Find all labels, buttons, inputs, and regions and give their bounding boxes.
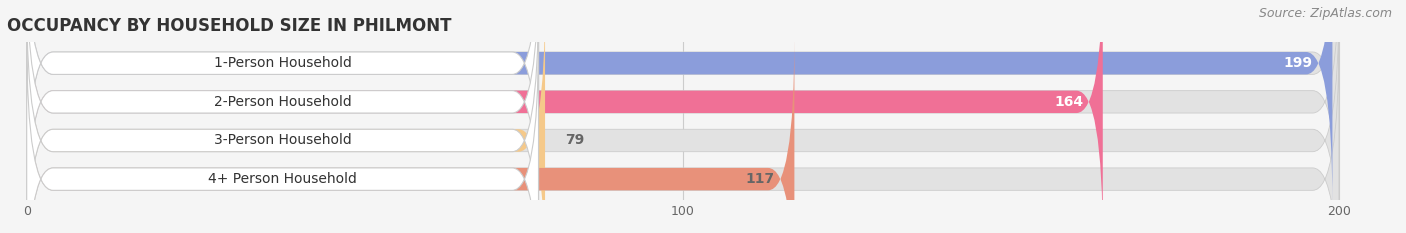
Text: 1-Person Household: 1-Person Household bbox=[214, 56, 352, 70]
FancyBboxPatch shape bbox=[27, 0, 1339, 233]
Text: 79: 79 bbox=[565, 134, 583, 147]
Text: Source: ZipAtlas.com: Source: ZipAtlas.com bbox=[1258, 7, 1392, 20]
Text: 117: 117 bbox=[745, 172, 775, 186]
FancyBboxPatch shape bbox=[27, 0, 546, 233]
FancyBboxPatch shape bbox=[27, 0, 1339, 207]
Text: 164: 164 bbox=[1054, 95, 1083, 109]
FancyBboxPatch shape bbox=[27, 0, 538, 207]
Text: OCCUPANCY BY HOUSEHOLD SIZE IN PHILMONT: OCCUPANCY BY HOUSEHOLD SIZE IN PHILMONT bbox=[7, 17, 451, 35]
FancyBboxPatch shape bbox=[27, 0, 1333, 207]
FancyBboxPatch shape bbox=[27, 0, 538, 233]
Text: 4+ Person Household: 4+ Person Household bbox=[208, 172, 357, 186]
Text: 2-Person Household: 2-Person Household bbox=[214, 95, 352, 109]
FancyBboxPatch shape bbox=[27, 36, 1339, 233]
FancyBboxPatch shape bbox=[27, 36, 538, 233]
Text: 199: 199 bbox=[1284, 56, 1313, 70]
FancyBboxPatch shape bbox=[27, 0, 1102, 233]
FancyBboxPatch shape bbox=[27, 36, 794, 233]
FancyBboxPatch shape bbox=[27, 0, 538, 233]
Text: 3-Person Household: 3-Person Household bbox=[214, 134, 352, 147]
FancyBboxPatch shape bbox=[27, 0, 1339, 233]
